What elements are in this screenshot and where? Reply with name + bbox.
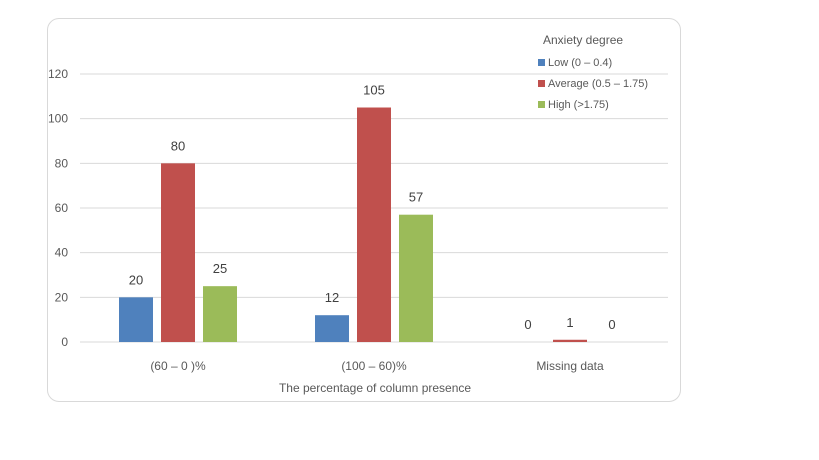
y-axis-ticks: 0 20 40 60 80 100 120 — [48, 67, 68, 349]
data-label: 12 — [325, 290, 339, 305]
bar — [399, 214, 433, 342]
legend-entry: Low (0 – 0.4) — [548, 57, 612, 69]
data-label: 105 — [363, 83, 385, 98]
bar — [357, 107, 391, 342]
legend: Anxiety degree Low (0 – 0.4) Average (0.5… — [538, 33, 648, 111]
x-axis-title: The percentage of column presence — [279, 381, 471, 395]
bar — [553, 339, 587, 342]
legend-swatch — [538, 59, 545, 66]
data-labels: 20 80 25 12 105 57 0 1 0 — [129, 83, 616, 333]
x-axis-ticks: (60 – 0 )% (100 – 60)% Missing data — [150, 359, 604, 373]
bar — [203, 286, 237, 342]
bar — [161, 163, 195, 342]
data-label: 20 — [129, 272, 143, 287]
y-tick-label: 0 — [61, 335, 68, 349]
y-tick-label: 120 — [48, 67, 68, 81]
legend-entry: High (>1.75) — [548, 99, 609, 111]
legend-swatch — [538, 80, 545, 87]
y-tick-label: 100 — [48, 112, 68, 126]
y-tick-label: 40 — [55, 246, 69, 260]
x-tick-label: (100 – 60)% — [341, 359, 407, 373]
legend-title: Anxiety degree — [543, 33, 623, 47]
data-label: 0 — [524, 317, 531, 332]
x-tick-label: (60 – 0 )% — [150, 359, 206, 373]
y-tick-label: 60 — [55, 201, 69, 215]
bar — [119, 297, 153, 342]
data-label: 57 — [409, 190, 423, 205]
data-label: 25 — [213, 261, 227, 276]
legend-swatch — [538, 101, 545, 108]
data-label: 80 — [171, 138, 185, 153]
x-tick-label: Missing data — [536, 359, 604, 373]
bar — [315, 315, 349, 342]
y-tick-label: 80 — [55, 156, 69, 170]
bars — [119, 107, 587, 342]
data-label: 0 — [608, 317, 615, 332]
data-label: 1 — [566, 315, 573, 330]
legend-entry: Average (0.5 – 1.75) — [548, 78, 648, 90]
y-tick-label: 20 — [55, 290, 69, 304]
